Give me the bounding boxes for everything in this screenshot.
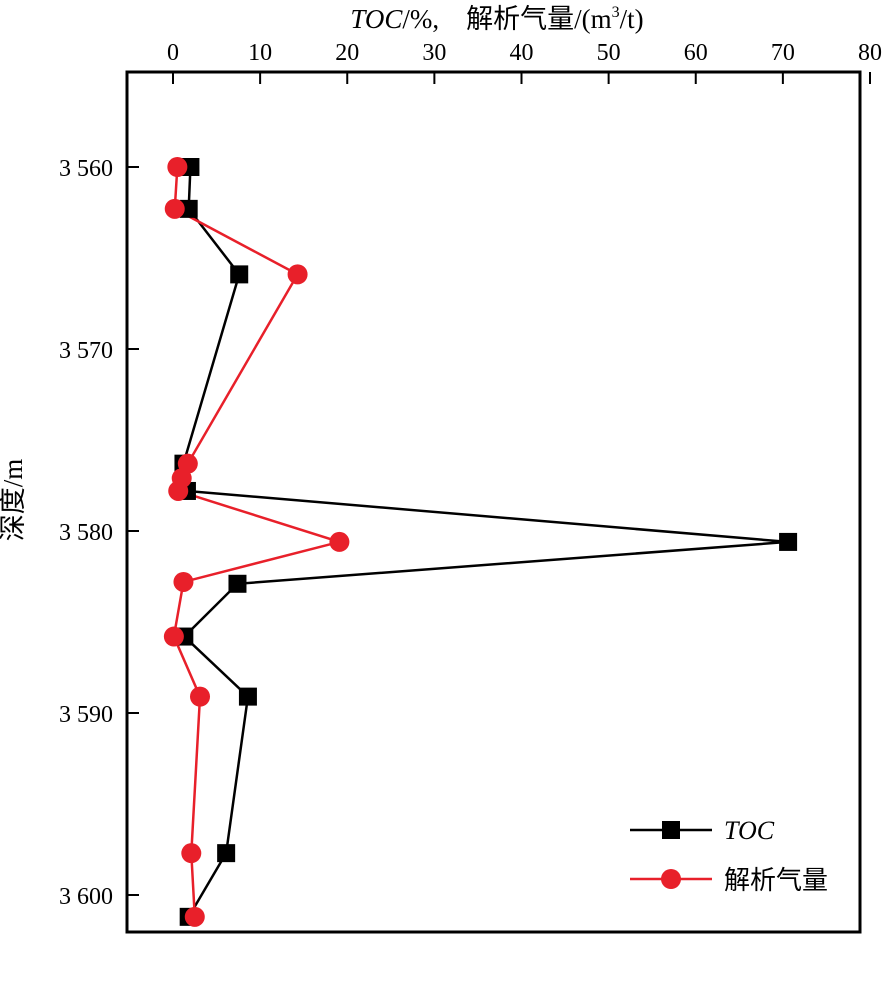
x-axis-title-sup: 3 — [612, 4, 620, 21]
x-ticks: 0 10 20 30 40 50 60 70 80 — [167, 40, 882, 84]
y-tick-label: 3 590 — [59, 702, 113, 728]
x-tick-label: 50 — [597, 40, 621, 66]
legend-label-gas: 解析气量 — [724, 866, 828, 895]
gas-point — [329, 531, 350, 552]
legend-marker-gas — [661, 869, 681, 889]
series-line-1 — [172, 166, 344, 917]
toc-point — [779, 532, 798, 551]
x-tick-label: 40 — [510, 40, 534, 66]
legend: TOC 解析气量 — [630, 816, 828, 895]
legend-label-toc: TOC — [724, 816, 775, 845]
gas-point — [163, 626, 184, 647]
gas-point — [168, 480, 189, 501]
toc-point — [238, 687, 257, 706]
x-tick-label: 80 — [858, 40, 882, 66]
legend-marker-toc — [662, 821, 680, 839]
gas-point — [173, 571, 194, 592]
gas-point — [190, 686, 211, 707]
toc-point — [217, 844, 236, 863]
gas-point — [287, 264, 308, 285]
plot-frame — [125, 70, 862, 934]
y-tick-label: 3 560 — [59, 156, 113, 182]
x-axis-title-mid: /%, 解析气量/(m — [402, 4, 611, 34]
toc-point — [230, 265, 249, 284]
x-axis-title-prefix: TOC — [350, 4, 403, 34]
gas-point — [184, 906, 205, 927]
x-tick-label: 70 — [771, 40, 795, 66]
x-tick-label: 30 — [422, 40, 446, 66]
x-tick-label: 0 — [167, 40, 179, 66]
y-tick-label: 3 600 — [59, 884, 113, 910]
y-tick-label: 3 570 — [59, 338, 113, 364]
x-tick-label: 10 — [248, 40, 272, 66]
series-line-0 — [182, 166, 789, 918]
x-tick-label: 60 — [684, 40, 708, 66]
gas-point — [164, 198, 185, 219]
series-layer — [163, 157, 798, 927]
gas-point — [181, 843, 202, 864]
y-tick-label: 3 580 — [59, 520, 113, 546]
toc-point — [179, 199, 198, 218]
gas-point — [167, 157, 188, 177]
y-ticks: 3 560 3 570 3 580 3 590 3 600 — [59, 156, 139, 910]
y-axis-title: 深度/m — [0, 459, 28, 542]
x-axis-title: TOC/%, 解析气量/(m3/t) — [350, 4, 643, 34]
toc-point — [228, 574, 247, 593]
x-axis-title-suffix: /t) — [620, 4, 644, 34]
x-tick-label: 20 — [335, 40, 359, 66]
